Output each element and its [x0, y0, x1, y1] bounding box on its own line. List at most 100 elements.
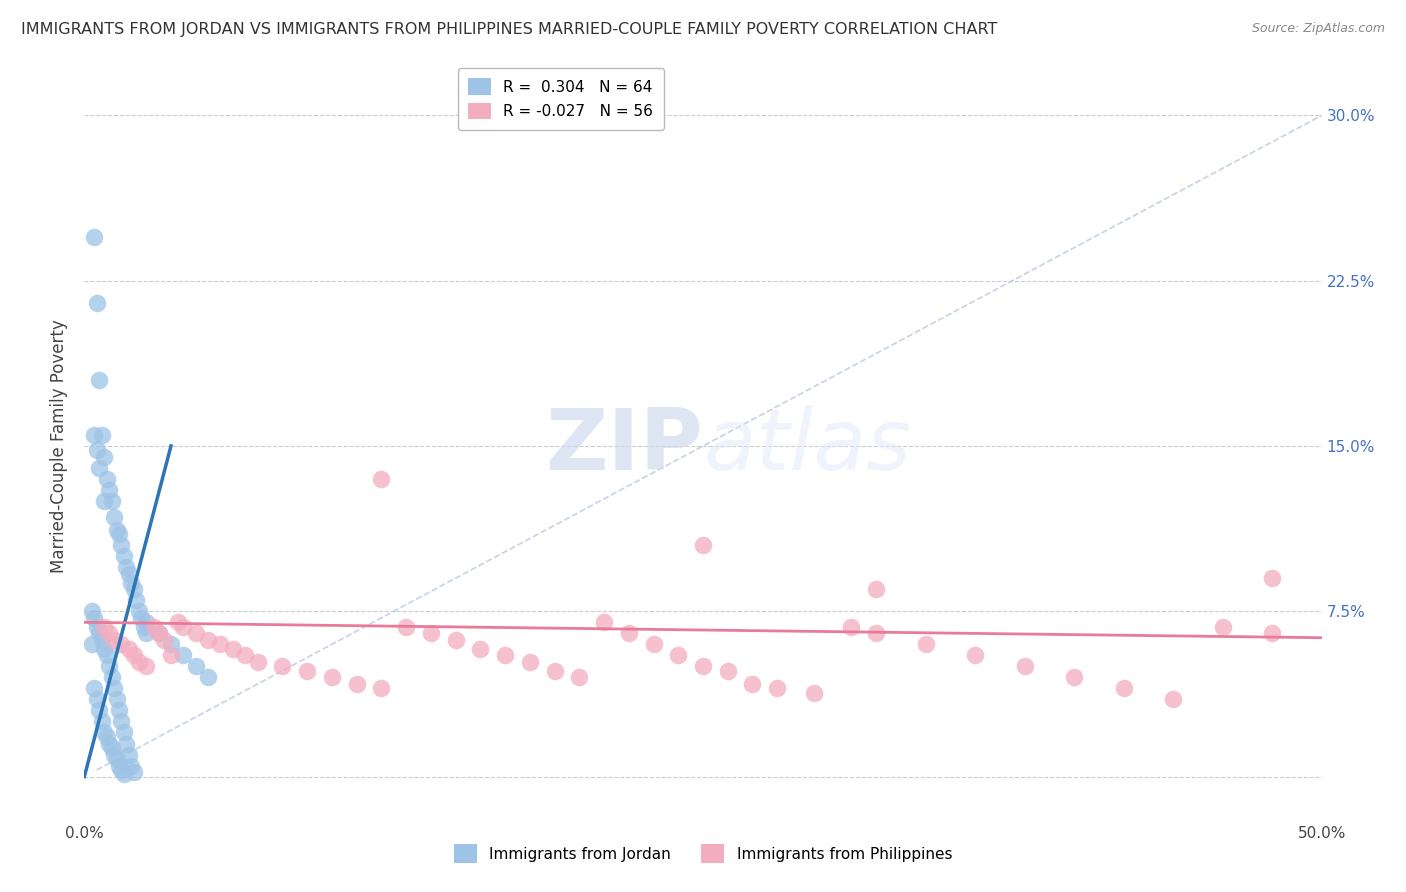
Point	[132, 620, 155, 634]
Point	[122, 582, 145, 597]
Point	[766, 681, 789, 696]
Point	[105, 692, 128, 706]
Point	[965, 648, 987, 663]
Point	[1261, 571, 1284, 585]
Text: IMMIGRANTS FROM JORDAN VS IMMIGRANTS FROM PHILIPPINES MARRIED-COUPLE FAMILY POVE: IMMIGRANTS FROM JORDAN VS IMMIGRANTS FRO…	[21, 22, 997, 37]
Point	[105, 752, 128, 766]
Point	[148, 626, 170, 640]
Point	[110, 637, 132, 651]
Point	[108, 527, 131, 541]
Point	[135, 626, 157, 640]
Point	[103, 509, 125, 524]
Point	[184, 659, 207, 673]
Point	[717, 664, 740, 678]
Point	[112, 549, 135, 564]
Point	[108, 758, 131, 772]
Point	[142, 620, 165, 634]
Point	[129, 611, 152, 625]
Point	[160, 648, 183, 663]
Point	[160, 637, 183, 651]
Point	[321, 670, 343, 684]
Point	[246, 655, 269, 669]
Point	[346, 677, 368, 691]
Point	[172, 648, 194, 663]
Point	[643, 637, 665, 651]
Point	[100, 670, 122, 684]
Point	[112, 767, 135, 781]
Point	[152, 632, 174, 647]
Point	[370, 681, 392, 696]
Point	[593, 615, 616, 630]
Point	[93, 725, 115, 739]
Point	[118, 641, 141, 656]
Point	[89, 373, 111, 387]
Point	[184, 626, 207, 640]
Point	[103, 747, 125, 762]
Point	[96, 730, 118, 744]
Point	[841, 620, 863, 634]
Point	[1112, 681, 1135, 696]
Point	[118, 566, 141, 581]
Point	[914, 637, 936, 651]
Text: ZIP: ZIP	[546, 404, 703, 488]
Point	[110, 714, 132, 729]
Point	[865, 582, 887, 597]
Point	[1212, 620, 1234, 634]
Point	[86, 443, 108, 458]
Legend: Immigrants from Jordan, Immigrants from Philippines: Immigrants from Jordan, Immigrants from …	[449, 838, 957, 869]
Point	[271, 659, 294, 673]
Point	[122, 648, 145, 663]
Point	[105, 523, 128, 537]
Point	[103, 681, 125, 696]
Point	[110, 538, 132, 552]
Legend: R =  0.304   N = 64, R = -0.027   N = 56: R = 0.304 N = 64, R = -0.027 N = 56	[457, 68, 664, 130]
Text: atlas: atlas	[703, 404, 911, 488]
Point	[110, 763, 132, 777]
Point	[135, 615, 157, 630]
Y-axis label: Married-Couple Family Poverty: Married-Couple Family Poverty	[51, 319, 69, 573]
Point	[93, 450, 115, 464]
Point	[120, 575, 142, 590]
Point	[741, 677, 763, 691]
Point	[98, 483, 121, 497]
Point	[112, 725, 135, 739]
Point	[125, 593, 148, 607]
Point	[93, 494, 115, 508]
Text: Source: ZipAtlas.com: Source: ZipAtlas.com	[1251, 22, 1385, 36]
Point	[100, 494, 122, 508]
Point	[395, 620, 418, 634]
Point	[222, 641, 245, 656]
Point	[617, 626, 640, 640]
Point	[233, 648, 256, 663]
Point	[1014, 659, 1036, 673]
Point	[692, 659, 714, 673]
Point	[494, 648, 516, 663]
Point	[1063, 670, 1085, 684]
Point	[172, 620, 194, 634]
Point	[103, 632, 125, 647]
Point	[692, 538, 714, 552]
Point	[1161, 692, 1184, 706]
Point	[122, 765, 145, 780]
Point	[98, 626, 121, 640]
Point	[108, 703, 131, 717]
Point	[148, 626, 170, 640]
Point	[128, 604, 150, 618]
Point	[135, 659, 157, 673]
Point	[115, 560, 138, 574]
Point	[93, 620, 115, 634]
Point	[444, 632, 467, 647]
Point	[1261, 626, 1284, 640]
Point	[666, 648, 689, 663]
Point	[519, 655, 541, 669]
Point	[90, 714, 112, 729]
Point	[89, 461, 111, 475]
Point	[865, 626, 887, 640]
Point	[80, 637, 103, 651]
Point	[370, 472, 392, 486]
Point	[98, 737, 121, 751]
Point	[543, 664, 565, 678]
Point	[470, 641, 492, 656]
Point	[83, 229, 105, 244]
Point	[115, 737, 138, 751]
